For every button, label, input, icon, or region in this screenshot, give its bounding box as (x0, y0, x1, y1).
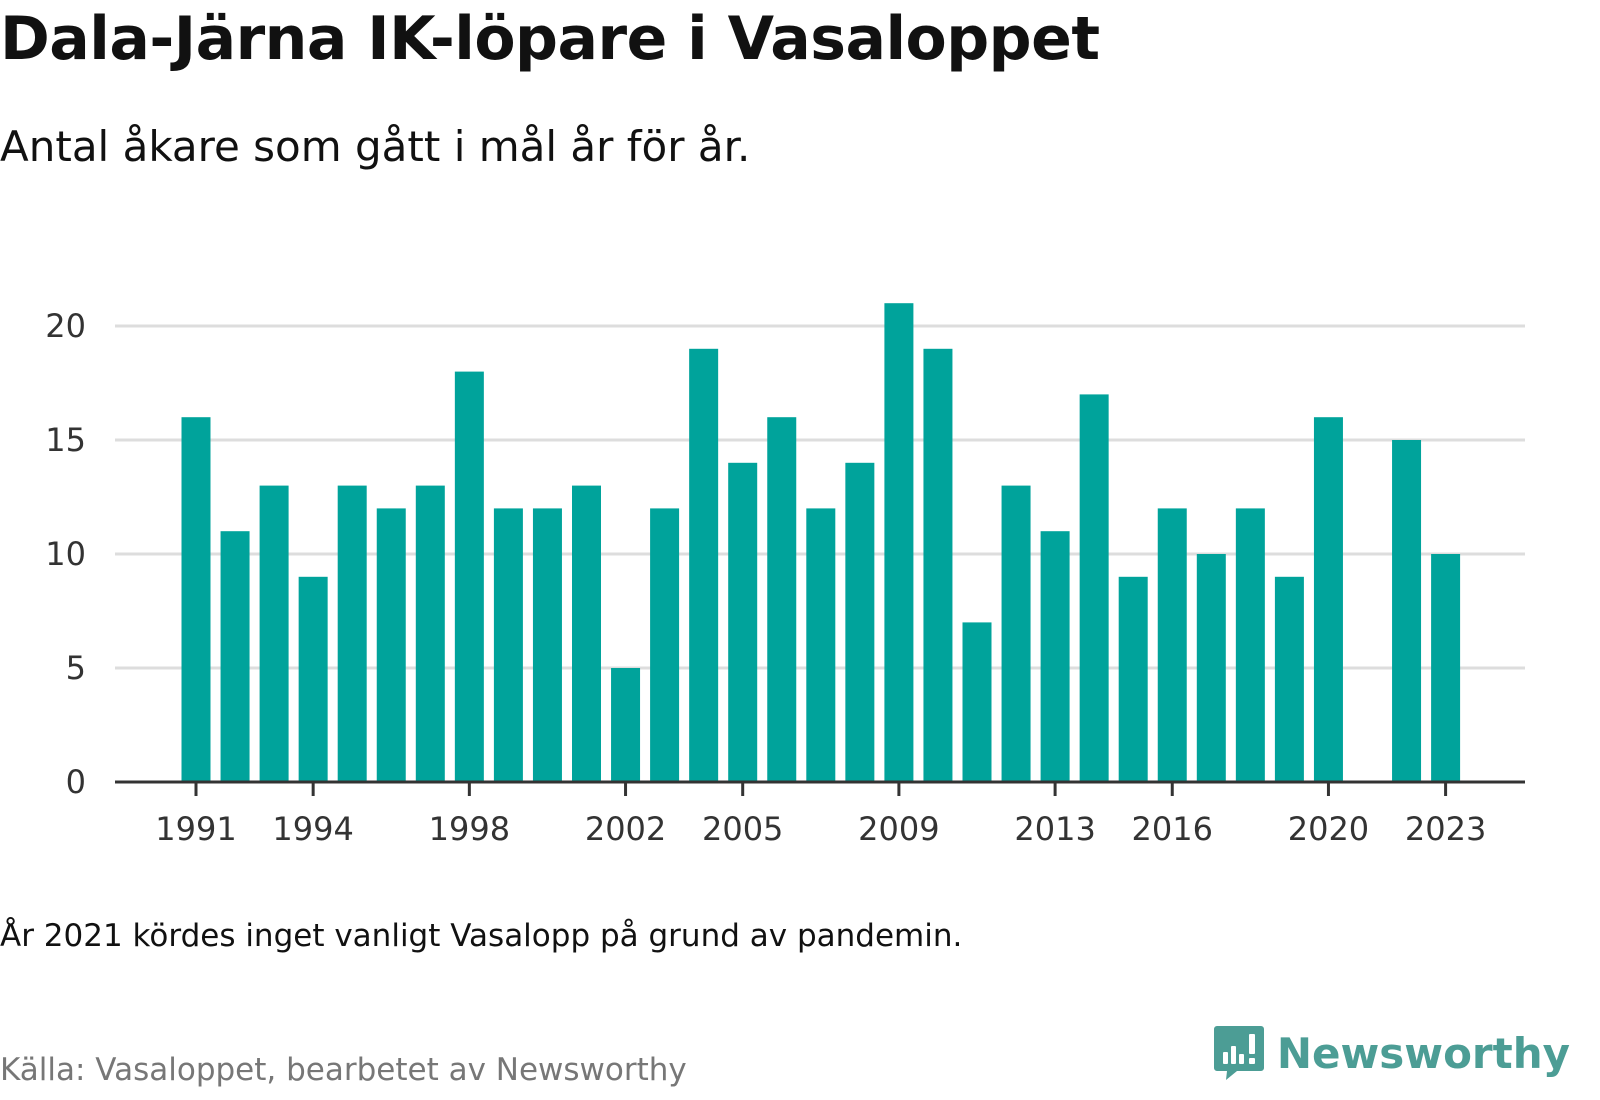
y-tick-label-5: 5 (66, 649, 86, 687)
bar-2010[interactable] (923, 348, 953, 782)
bar-2008[interactable] (845, 462, 875, 782)
bar-2009[interactable] (884, 303, 914, 782)
bar-2005[interactable] (728, 462, 758, 782)
bar-2023[interactable] (1431, 554, 1461, 782)
bar-chart-speech-bubble-icon (1213, 1026, 1264, 1080)
bar-1991[interactable] (181, 417, 211, 782)
brand-name: Newsworthy (1276, 1028, 1570, 1078)
bar-1994[interactable] (298, 576, 328, 782)
x-tick-label-2009: 2009 (858, 810, 939, 848)
y-tick-label-0: 0 (66, 763, 86, 801)
bar-2011[interactable] (962, 622, 992, 782)
x-tick-label-2020: 2020 (1288, 810, 1369, 848)
x-tick-label-2013: 2013 (1014, 810, 1095, 848)
bar-2014[interactable] (1079, 394, 1109, 782)
bar-2006[interactable] (767, 417, 797, 782)
y-tick-label-15: 15 (45, 421, 86, 459)
bar-2000[interactable] (532, 508, 562, 782)
x-tick-label-2005: 2005 (702, 810, 783, 848)
footnote: År 2021 kördes inget vanligt Vasalopp på… (0, 918, 963, 954)
bars (181, 303, 1461, 782)
bar-2013[interactable] (1040, 531, 1070, 782)
source-text: Källa: Vasaloppet, bearbetet av Newswort… (0, 1052, 687, 1088)
bar-chart: 0 5 10 15 20 1991 1994 1998 2002 2005 2009 2013 2016… (45, 303, 1525, 848)
x-tick-label-1991: 1991 (155, 810, 236, 848)
chart-title: Dala-Järna IK-löpare i Vasaloppet (0, 4, 1100, 74)
bar-2019[interactable] (1274, 576, 1304, 782)
bar-2016[interactable] (1157, 508, 1187, 782)
x-tick-label-2023: 2023 (1405, 810, 1486, 848)
bar-2003[interactable] (650, 508, 680, 782)
bar-2020[interactable] (1313, 417, 1343, 782)
bar-1999[interactable] (493, 508, 523, 782)
bar-1992[interactable] (220, 531, 250, 782)
bar-2012[interactable] (1001, 485, 1031, 782)
y-tick-label-20: 20 (45, 307, 86, 345)
bar-2002[interactable] (611, 668, 641, 782)
bar-2017[interactable] (1196, 554, 1226, 782)
bar-1996[interactable] (376, 508, 406, 782)
bar-1998[interactable] (454, 371, 484, 782)
chart-subtitle: Antal åkare som gått i mål år för år. (0, 122, 751, 171)
bar-2007[interactable] (806, 508, 836, 782)
y-tick-label-10: 10 (45, 535, 86, 573)
bar-2001[interactable] (572, 485, 601, 782)
axes: 0 5 10 15 20 1991 1994 1998 2002 2005 2009 2013 2016… (45, 307, 1525, 848)
bar-1997[interactable] (415, 485, 445, 782)
bar-2004[interactable] (689, 348, 719, 782)
bar-2022[interactable] (1392, 440, 1422, 782)
bar-2018[interactable] (1235, 508, 1265, 782)
bar-1995[interactable] (337, 485, 367, 782)
x-tick-label-2016: 2016 (1132, 810, 1213, 848)
bar-1993[interactable] (259, 485, 289, 782)
x-tick-label-1994: 1994 (272, 810, 353, 848)
x-tick-label-1998: 1998 (429, 810, 510, 848)
x-tick-label-2002: 2002 (585, 810, 666, 848)
bar-2015[interactable] (1118, 576, 1148, 782)
brand-logo[interactable]: Newsworthy (1213, 1024, 1570, 1082)
